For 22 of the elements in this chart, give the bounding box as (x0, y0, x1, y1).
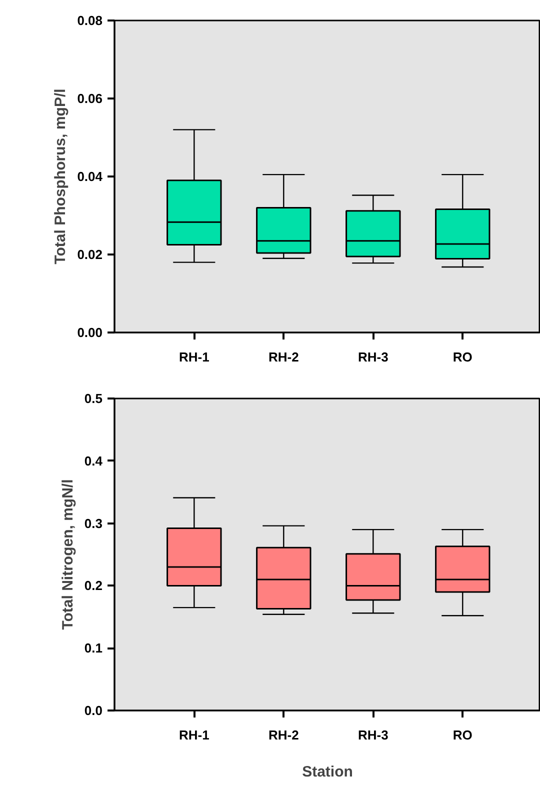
y-tick-label: 0.06 (77, 91, 103, 106)
x-tick-label: RH-1 (178, 728, 210, 742)
x-tick-label: RH-1 (178, 350, 210, 364)
y-tick-label: 0.5 (84, 391, 103, 406)
y-axis-title: Total Phosphorus, mgP/l (52, 88, 70, 264)
y-tick-label: 0.2 (84, 578, 103, 594)
y-tick-label: 0.1 (84, 640, 103, 656)
x-tick-label: RO (452, 728, 472, 742)
x-tick-label: RH-2 (268, 728, 299, 742)
y-axis-title: Total Nitrogen, mgN/l (59, 479, 76, 630)
x-tick-label: RH-3 (358, 728, 388, 742)
x-tick-label: RO (452, 350, 472, 364)
x-tick-label: RH-3 (358, 350, 388, 364)
x-tick-label: RH-2 (268, 350, 299, 364)
y-tick-label: 0.0 (84, 703, 103, 718)
y-tick-label: 0.00 (77, 325, 103, 340)
y-tick-label: 0.3 (84, 516, 103, 531)
x-axis-title: Station (302, 764, 353, 780)
y-tick-label: 0.04 (77, 169, 104, 184)
y-tick-label: 0.4 (84, 453, 104, 468)
y-tick-label: 0.02 (77, 247, 103, 262)
y-tick-label: 0.08 (77, 13, 103, 28)
